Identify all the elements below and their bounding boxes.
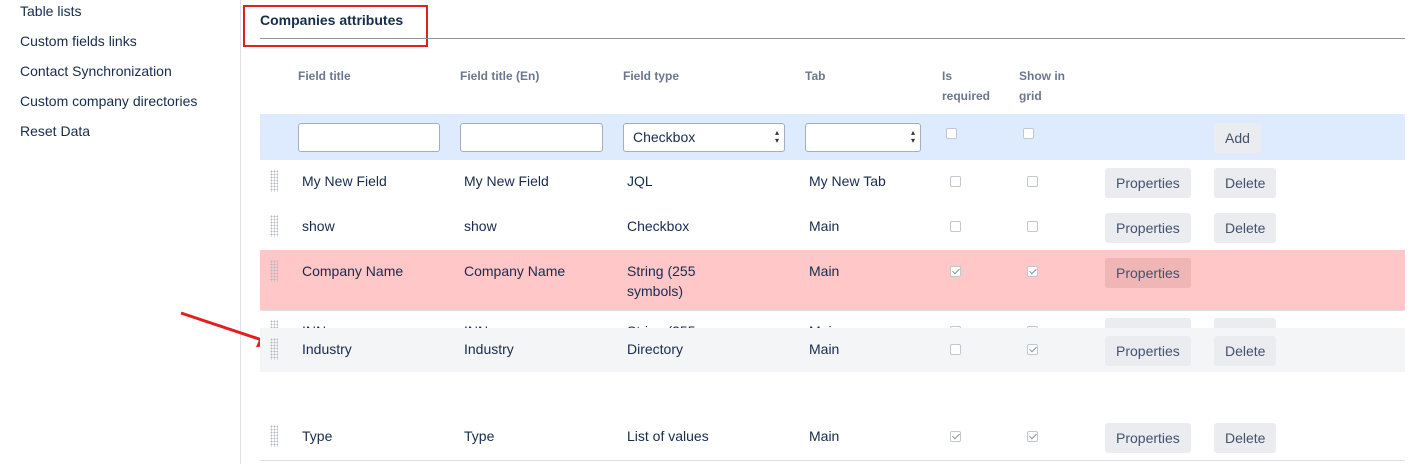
cell-type: JQL: [627, 173, 653, 189]
action-button[interactable]: Properties: [1105, 213, 1191, 243]
field-type-select[interactable]: Checkbox: [623, 123, 785, 152]
column-header: Field title (En): [460, 69, 540, 83]
action-button[interactable]: Delete: [1214, 318, 1277, 328]
cell-title: Type: [302, 428, 333, 444]
cell-title-en: Industry: [464, 341, 514, 357]
cell-tab: My New Tab: [809, 173, 886, 189]
cell-title: INN: [302, 321, 452, 328]
table-row: Industry Industry Directory Main Properties D…: [260, 328, 1405, 372]
sidebar-link[interactable]: Table lists: [20, 3, 82, 19]
title-en-input[interactable]: [460, 123, 603, 152]
column-header: Show in grid: [1019, 69, 1065, 103]
cell-type: String (255 symbols): [627, 263, 696, 299]
sidebar-link[interactable]: Reset Data: [20, 123, 91, 139]
required-checkbox: [950, 176, 961, 187]
action-button[interactable]: Properties: [1105, 318, 1191, 328]
table-row: show show Checkbox Main Properties Delete: [260, 205, 1405, 251]
show-in-grid-checkbox: [1027, 221, 1038, 232]
action-button[interactable]: Properties: [1105, 258, 1191, 288]
add-button[interactable]: Add: [1214, 123, 1261, 153]
cell-type: List of values: [627, 428, 709, 444]
sidebar-link[interactable]: Custom company directories: [20, 93, 198, 109]
cell-type: String (255 symbols): [627, 321, 737, 328]
required-checkbox[interactable]: [946, 128, 957, 139]
action-button[interactable]: Properties: [1105, 336, 1191, 366]
show-in-grid-checkbox: [1027, 326, 1038, 328]
table-row: Company Name Company Name String (255 symb…: [260, 250, 1405, 311]
cell-title-en: INN: [464, 321, 614, 328]
drag-handle[interactable]: [270, 320, 278, 328]
action-button[interactable]: Delete: [1214, 423, 1277, 453]
cell-title: Company Name: [302, 263, 404, 279]
tab-select[interactable]: [805, 123, 921, 152]
table-row: Type Type List of values Main Properties Dele…: [260, 415, 1405, 461]
cell-type: Directory: [627, 341, 684, 357]
column-header: Is required: [942, 69, 991, 103]
table-row: My New Field My New Field JQL My New Tab Pro…: [260, 160, 1405, 206]
cell-title-en: Type: [464, 428, 495, 444]
column-header: Tab: [805, 69, 826, 83]
column-header: Field title: [298, 69, 351, 83]
drag-handle[interactable]: [270, 170, 278, 192]
drag-handle[interactable]: [270, 425, 278, 447]
required-checkbox: [950, 326, 961, 328]
title-underline: [260, 38, 1405, 39]
cell-title: show: [302, 218, 335, 234]
cell-tab: Main: [809, 428, 840, 444]
required-checkbox: [950, 431, 961, 442]
title-input[interactable]: [298, 123, 440, 152]
required-checkbox: [950, 344, 961, 355]
cell-type: Checkbox: [627, 218, 690, 234]
cell-tab: Main: [809, 321, 929, 328]
table-row: INN INN String (255 symbols) Main Properties…: [260, 310, 1405, 328]
sidebar-link[interactable]: Contact Synchronization: [20, 63, 172, 79]
show-in-grid-checkbox: [1027, 344, 1038, 355]
action-button[interactable]: Delete: [1214, 213, 1277, 243]
column-header: Field type: [623, 69, 680, 83]
highlight-box: [243, 5, 428, 47]
grid-checkbox[interactable]: [1023, 128, 1034, 139]
drag-handle[interactable]: [270, 260, 278, 282]
arrow-shaft: [180, 311, 263, 342]
section-title: Companies attributes: [260, 12, 404, 28]
action-button[interactable]: Properties: [1105, 423, 1191, 453]
cell-title: My New Field: [302, 173, 387, 189]
cell-title: Industry: [302, 341, 352, 357]
action-button[interactable]: Delete: [1214, 336, 1277, 366]
cell-title-en: Company Name: [464, 263, 566, 279]
show-in-grid-checkbox: [1027, 431, 1038, 442]
cell-title-en: show: [464, 218, 497, 234]
action-button[interactable]: Delete: [1214, 168, 1277, 198]
sidebar-divider: [240, 0, 241, 464]
drag-handle[interactable]: [270, 338, 278, 360]
add-form: Checkbox Add: [260, 114, 1405, 160]
cell-title-en: My New Field: [464, 173, 549, 189]
required-checkbox: [950, 221, 961, 232]
show-in-grid-checkbox: [1027, 266, 1038, 277]
show-in-grid-checkbox: [1027, 176, 1038, 187]
cell-tab: Main: [809, 263, 840, 279]
drag-handle[interactable]: [270, 215, 278, 237]
sidebar-link[interactable]: Custom fields links: [20, 33, 137, 49]
required-checkbox: [950, 266, 961, 277]
action-button[interactable]: Properties: [1105, 168, 1191, 198]
cell-tab: Main: [809, 218, 840, 234]
cell-tab: Main: [809, 341, 840, 357]
